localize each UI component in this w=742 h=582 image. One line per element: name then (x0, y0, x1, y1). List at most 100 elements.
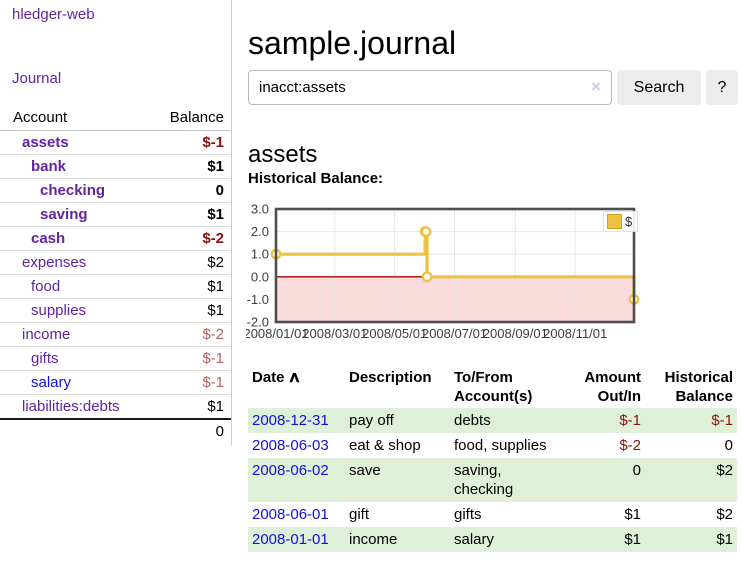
account-balance: $-2 (202, 326, 224, 343)
y-tick-label: -1.0 (247, 292, 269, 307)
account-row: food $1 (0, 275, 231, 299)
accounts-balance-table: Account Balance assets $-1 bank $1 checking 0… (0, 104, 231, 443)
register-row: 2008-06-03 eat & shop food, supplies $-2 0 (248, 433, 737, 458)
description-cell: income (349, 531, 398, 548)
column-header-balance: Historical Balance (664, 369, 733, 405)
chart-legend: $ (603, 211, 639, 232)
account-balance: $2 (207, 254, 224, 271)
register-row: 2008-06-01 gift gifts $1 $2 (248, 502, 737, 527)
y-tick-label: 0.0 (251, 269, 269, 284)
account-link[interactable]: bank (31, 158, 67, 175)
sort-ascending-icon: ∧ (287, 369, 301, 386)
account-balance: $-1 (202, 374, 224, 391)
account-link[interactable]: cash (31, 230, 66, 247)
series-label: $ (625, 214, 633, 229)
balance-cell: 0 (724, 437, 733, 454)
page-title: sample.journal (248, 25, 457, 62)
amount-cell: $1 (624, 506, 641, 523)
y-tick-label: 3.0 (251, 202, 269, 217)
register-row: 2008-06-02 save saving, checking 0 $2 (248, 458, 737, 502)
account-balance: $-1 (202, 350, 224, 367)
data-point-marker (421, 271, 433, 283)
accounts-cell: debts (454, 412, 491, 429)
account-row: salary $-1 (0, 371, 231, 395)
amount-cell: $-2 (619, 437, 641, 454)
x-tick-label: 2008/11/01 (543, 326, 607, 341)
account-balance: $1 (207, 158, 224, 175)
series-swatch-icon (607, 214, 622, 229)
column-header-description: Description (349, 369, 432, 386)
account-link[interactable]: saving (40, 206, 88, 223)
account-row: bank $1 (0, 155, 231, 179)
balance-column-header: Balance (169, 108, 224, 126)
balance-cell: $-1 (711, 412, 733, 429)
chart-title: Historical Balance: (248, 170, 384, 187)
y-tick-label: 1.0 (251, 247, 269, 262)
account-balance: $-2 (202, 230, 224, 247)
account-link[interactable]: liabilities:debts (22, 398, 120, 415)
description-cell: save (349, 462, 381, 479)
date-link[interactable]: 2008-06-03 (252, 437, 329, 454)
column-header-amount: Amount Out/In (584, 369, 641, 405)
column-header-date[interactable]: Date ∧ (252, 369, 301, 386)
data-point-marker (420, 226, 432, 238)
accounts-cell: gifts (454, 506, 482, 523)
account-balance: $1 (207, 278, 224, 295)
clear-search-icon[interactable]: × (591, 77, 601, 96)
account-row: liabilities:debts $1 (0, 395, 231, 418)
amount-cell: $1 (624, 531, 641, 548)
account-link[interactable]: expenses (22, 254, 87, 271)
account-link[interactable]: income (22, 326, 71, 343)
date-link[interactable]: 2008-06-01 (252, 506, 329, 523)
help-button[interactable]: ? (706, 70, 738, 105)
balance-cell: $2 (716, 506, 733, 523)
account-row: supplies $1 (0, 299, 231, 323)
app-brand-link[interactable]: hledger-web (12, 6, 95, 23)
accounts-total-row: 0 (0, 418, 231, 443)
register-header-row: Date ∧ Description To/From Account(s) Amo… (248, 366, 737, 408)
balance-cell: $2 (716, 462, 733, 479)
account-link[interactable]: gifts (31, 350, 59, 367)
sidebar: hledger-web Journal Account Balance asse… (0, 0, 232, 446)
column-header-accounts: To/From Account(s) (454, 369, 533, 405)
register-table: Date ∧ Description To/From Account(s) Amo… (248, 366, 737, 552)
account-row: checking 0 (0, 179, 231, 203)
account-balance: $-1 (202, 134, 224, 151)
account-balance: $1 (207, 206, 224, 223)
y-tick-label: -2.0 (247, 315, 269, 330)
x-tick-label: 2008/09/01 (483, 326, 548, 341)
account-row: income $-2 (0, 323, 231, 347)
register-row: 2008-01-01 income salary $1 $1 (248, 527, 737, 552)
x-tick-label: 2008/05/01 (362, 326, 427, 341)
account-balance: $1 (207, 302, 224, 319)
search-button[interactable]: Search (617, 70, 701, 105)
sidebar-item-journal[interactable]: Journal (12, 70, 62, 87)
account-heading: assets (248, 140, 318, 168)
description-cell: eat & shop (349, 437, 421, 454)
account-link[interactable]: food (31, 278, 61, 295)
accounts-total-value: 0 (215, 423, 224, 440)
date-link[interactable]: 2008-12-31 (252, 412, 329, 429)
account-row: gifts $-1 (0, 347, 231, 371)
x-tick-label: 2008/07/01 (422, 326, 487, 341)
register-row: 2008-12-31 pay off debts $-1 $-1 (248, 408, 737, 433)
account-row: assets $-1 (0, 131, 231, 155)
plot-frame (274, 207, 636, 324)
search-input[interactable] (248, 70, 612, 105)
y-tick-label: 2.0 (251, 224, 269, 239)
accounts-table-header: Account Balance (0, 104, 231, 131)
account-row: expenses $2 (0, 251, 231, 275)
account-balance: 0 (215, 182, 224, 199)
account-link[interactable]: checking (40, 182, 106, 199)
account-link[interactable]: supplies (31, 302, 87, 319)
balance-cell: $1 (716, 531, 733, 548)
account-link[interactable]: salary (31, 374, 72, 391)
account-row: saving $1 (0, 203, 231, 227)
accounts-cell: food, supplies (454, 437, 547, 454)
x-tick-label: 2008/03/01 (302, 326, 367, 341)
date-link[interactable]: 2008-06-02 (252, 462, 329, 479)
account-balance: $1 (207, 398, 224, 415)
accounts-cell: saving, checking (454, 462, 514, 498)
account-link[interactable]: assets (22, 134, 69, 151)
date-link[interactable]: 2008-01-01 (252, 531, 329, 548)
